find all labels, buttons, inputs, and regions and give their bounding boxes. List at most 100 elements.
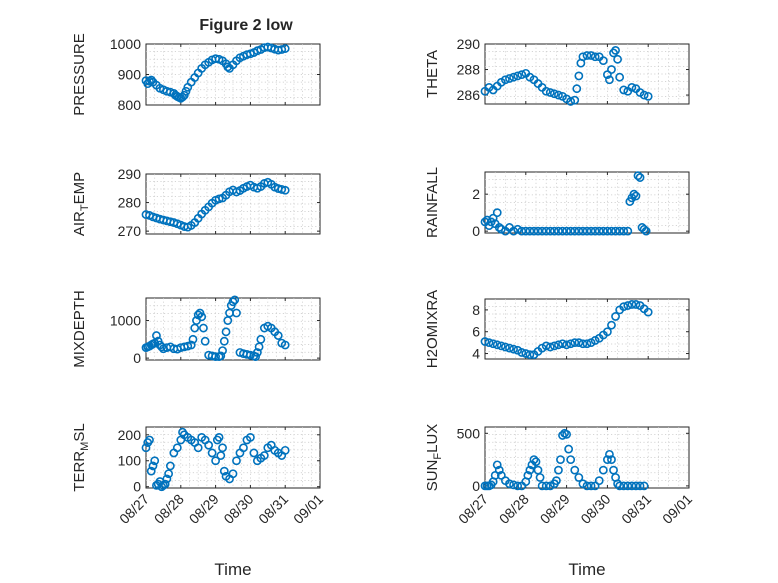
y-tick-label: 2 — [472, 186, 480, 202]
x-tick-label: 08/31 — [618, 491, 654, 527]
data-point — [513, 481, 523, 491]
data-point — [492, 460, 502, 470]
data-point — [146, 75, 156, 85]
data-series — [141, 42, 290, 103]
y-axis-label: TERRMSL — [71, 423, 91, 491]
data-point — [633, 171, 643, 181]
data-point — [141, 443, 151, 453]
data-point — [251, 352, 261, 362]
data-point — [480, 337, 490, 346]
data-point — [574, 71, 584, 81]
data-point — [523, 470, 533, 480]
data-point — [639, 224, 649, 234]
data-point — [517, 226, 527, 236]
data-point — [582, 51, 592, 60]
data-point — [537, 226, 547, 236]
data-point — [549, 341, 559, 351]
data-point — [232, 456, 241, 466]
data-point — [619, 85, 629, 95]
chart-panel-3: 270 280 290 AIRTEMP — [71, 166, 321, 239]
data-point — [211, 456, 220, 466]
data-point — [619, 302, 629, 312]
data-point — [590, 226, 600, 236]
data-point — [574, 338, 584, 348]
data-point — [607, 320, 616, 330]
data-point — [590, 52, 600, 62]
data-point — [566, 339, 576, 349]
data-point — [562, 226, 571, 236]
data-series — [480, 428, 649, 491]
data-point — [230, 295, 240, 305]
data-point — [554, 226, 563, 236]
data-point — [627, 83, 637, 92]
data-point — [509, 480, 518, 490]
data-point — [505, 479, 514, 489]
data-point — [216, 451, 226, 460]
data-point — [605, 449, 614, 459]
x-tick-label: 08/27 — [116, 491, 152, 527]
data-point — [509, 344, 518, 354]
y-tick-label: 288 — [457, 62, 481, 78]
data-point — [204, 440, 214, 450]
y-tick-label: 290 — [118, 166, 142, 182]
data-point — [509, 226, 518, 236]
data-point — [586, 51, 596, 60]
data-point — [521, 349, 531, 358]
data-point — [152, 331, 161, 340]
data-point — [594, 476, 604, 486]
chart-panel-1: 800 900 1000 PRESSURE — [71, 33, 321, 116]
x-tick-label: 08/31 — [255, 491, 291, 527]
data-series — [480, 171, 651, 236]
data-point — [521, 226, 531, 236]
data-point — [643, 91, 653, 101]
data-point — [492, 340, 502, 350]
data-point — [533, 226, 543, 236]
x-tick-label: 08/29 — [186, 491, 222, 527]
data-point — [525, 226, 535, 236]
data-point — [541, 341, 551, 351]
x-tick-label: 08/28 — [496, 491, 532, 527]
y-tick-label: 0 — [472, 478, 480, 494]
chart-panel-2: 286 288 290 THETA — [424, 36, 690, 106]
data-point — [280, 445, 290, 455]
data-point — [582, 339, 592, 349]
data-point — [574, 226, 584, 236]
x-tick-label: 08/29 — [537, 491, 573, 527]
data-point — [517, 348, 527, 357]
x-axis-label: Time — [214, 560, 251, 579]
data-point — [496, 224, 506, 234]
data-point — [494, 465, 504, 475]
data-point — [554, 465, 563, 475]
data-point — [157, 342, 167, 352]
data-point — [623, 301, 633, 310]
data-point — [525, 465, 535, 475]
data-point — [500, 342, 510, 352]
data-point — [193, 443, 203, 453]
data-point — [239, 443, 248, 453]
data-point — [488, 339, 498, 349]
data-series — [141, 177, 290, 232]
data-point — [197, 312, 207, 322]
figure-title: Figure 2 low — [199, 17, 293, 34]
data-point — [619, 481, 629, 491]
data-point — [570, 338, 580, 348]
y-tick-label: 100 — [118, 453, 142, 469]
data-point — [615, 72, 625, 82]
data-point — [500, 75, 510, 85]
data-series — [141, 427, 290, 492]
data-point — [218, 443, 227, 453]
data-point — [280, 185, 290, 195]
data-point — [219, 336, 229, 346]
data-point — [145, 435, 154, 445]
data-point — [218, 346, 227, 356]
data-point — [199, 323, 208, 333]
y-tick-label: 900 — [118, 67, 142, 83]
y-tick-label: 270 — [118, 223, 142, 239]
data-point — [505, 343, 514, 353]
data-point — [216, 351, 226, 361]
y-axis-label: AIRTEMP — [71, 172, 91, 236]
data-point — [494, 223, 504, 232]
data-point — [627, 481, 637, 491]
data-point — [598, 465, 608, 475]
